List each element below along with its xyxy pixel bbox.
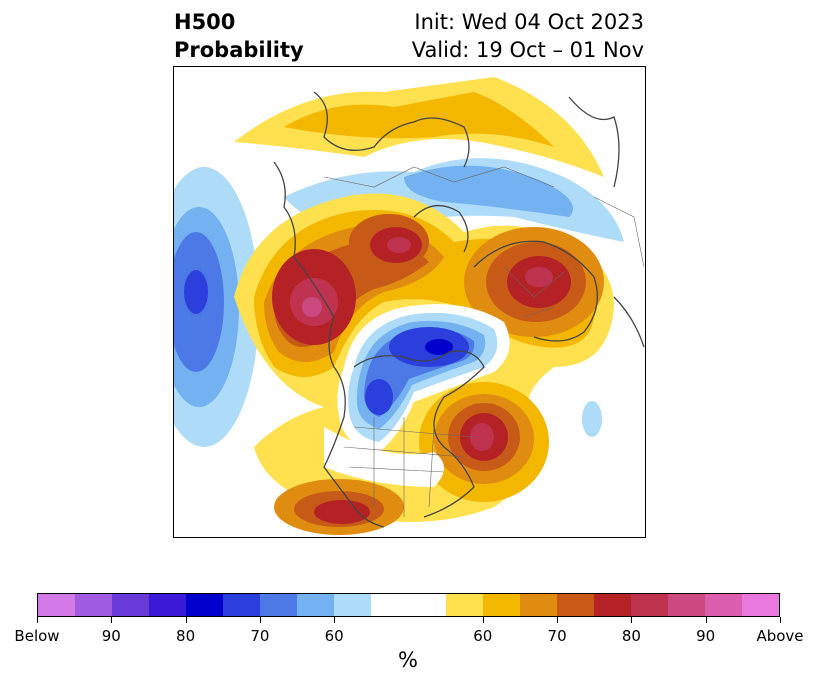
colorbar-segment	[334, 594, 372, 616]
neutral-south	[324, 427, 444, 487]
colorbar-tick-label: 90	[101, 627, 121, 645]
negative-center-5	[425, 339, 453, 355]
variable-title: H500 Probability	[174, 8, 304, 64]
colorbar-tick	[631, 617, 633, 623]
colorbar-tick	[334, 617, 336, 623]
colorbar-segment	[297, 594, 335, 616]
polar-map	[173, 66, 646, 538]
colorbar-segment	[667, 594, 705, 616]
colorbar-tick	[111, 617, 113, 623]
colorbar-segment	[38, 594, 76, 616]
colorbar-tick	[557, 617, 559, 623]
positive-west-7	[302, 297, 322, 317]
colorbar-tick-label: 60	[324, 627, 344, 645]
negative-center-6	[365, 379, 393, 415]
coastlines	[273, 91, 645, 528]
variable-type: Probability	[174, 38, 304, 62]
colorbar-segment	[556, 594, 594, 616]
colorbar-tick	[705, 617, 707, 623]
colorbar-tick-label: 90	[696, 627, 716, 645]
negative-band-north-core	[404, 165, 574, 217]
colorbar-segment	[630, 594, 668, 616]
colorbar-segment	[371, 594, 446, 616]
colorbar-segment	[593, 594, 631, 616]
positive-southeast-5	[470, 423, 494, 451]
colorbar-segment	[445, 594, 483, 616]
colorbar-tick-label: Below	[14, 627, 60, 645]
probability-field	[174, 77, 624, 535]
positive-east-4	[525, 267, 553, 287]
colorbar-segment	[519, 594, 557, 616]
colorbar-segment	[482, 594, 520, 616]
colorbar-tick-label: 70	[547, 627, 567, 645]
colorbar-segment	[75, 594, 113, 616]
positive-north-3	[387, 237, 411, 253]
variable-name: H500	[174, 10, 236, 34]
colorbar-tick-label: 80	[176, 627, 196, 645]
colorbar-segment	[741, 594, 779, 616]
negative-east-small	[582, 401, 602, 437]
colorbar-segment	[704, 594, 742, 616]
valid-range: Valid: 19 Oct – 01 Nov	[411, 38, 644, 62]
colorbar-tick-label: 60	[473, 627, 493, 645]
date-info: Init: Wed 04 Oct 2023 Valid: 19 Oct – 01…	[412, 8, 644, 64]
colorbar-segment	[223, 594, 261, 616]
colorbar-tick	[482, 617, 484, 623]
positive-south-3	[314, 500, 370, 524]
init-date: Init: Wed 04 Oct 2023	[414, 10, 644, 34]
colorbar-segment	[149, 594, 187, 616]
negative-west-4	[184, 270, 208, 314]
colorbar	[37, 593, 780, 617]
colorbar-segment	[186, 594, 224, 616]
borders	[323, 166, 645, 517]
colorbar-segment	[260, 594, 298, 616]
probability-map-svg	[174, 67, 645, 537]
colorbar-tick	[185, 617, 187, 623]
colorbar-tick-label: 70	[250, 627, 270, 645]
colorbar-tick	[259, 617, 261, 623]
colorbar-segment	[112, 594, 150, 616]
colorbar-tick-label: 80	[621, 627, 641, 645]
colorbar-unit: %	[398, 648, 418, 672]
colorbar-tick-label: Above	[756, 627, 804, 645]
colorbar-tick	[780, 617, 781, 623]
colorbar-tick	[37, 617, 38, 623]
